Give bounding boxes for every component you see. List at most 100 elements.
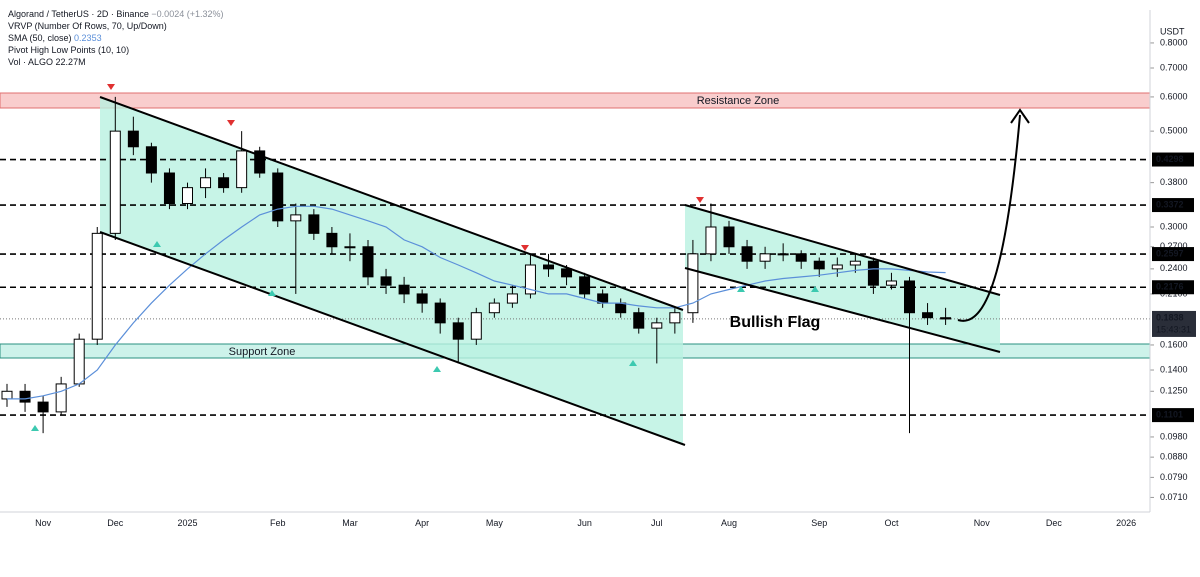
candle-body (579, 276, 591, 295)
level-label: 0.2176 (1156, 282, 1184, 292)
candle-body (19, 390, 31, 403)
candle-body (741, 246, 753, 262)
candle-body (163, 172, 175, 205)
breakout-arrow (957, 114, 1021, 322)
y-tick-label: 0.5000 (1160, 126, 1188, 136)
candle-body (849, 260, 861, 266)
countdown: 15:43:31 (1156, 324, 1191, 334)
pivot-low (433, 366, 441, 372)
arrow-head (1010, 108, 1030, 124)
pivot-markers (31, 241, 819, 431)
candle-body (308, 214, 320, 234)
candle-body (452, 322, 464, 340)
candle-body (669, 312, 681, 324)
last-price-label: 0.1838 (1156, 312, 1184, 322)
x-tick-label: Feb (270, 518, 286, 528)
y-tick-label: 0.2400 (1160, 263, 1188, 273)
level-label: 0.3372 (1156, 199, 1184, 209)
candle-body (561, 268, 573, 278)
pivots: Pivot High Low Points (10, 10) (8, 45, 129, 55)
plot (1, 96, 952, 434)
candle-body (813, 260, 825, 270)
sma-line (7, 205, 946, 400)
y-tick-label: 0.3000 (1160, 221, 1188, 231)
candle-body (272, 172, 284, 222)
x-tick-label: Dec (1046, 518, 1063, 528)
x-tick-label: Dec (107, 518, 124, 528)
levels (0, 158, 1150, 416)
candle-body (344, 246, 356, 249)
level-label-bg (1152, 408, 1194, 423)
sma-name: SMA (50, close) (8, 33, 72, 43)
y-tick-label: 0.1250 (1160, 386, 1188, 396)
symbol-name: Algorand / TetherUS · 2D · Binance (8, 9, 149, 19)
candle-body (470, 312, 482, 340)
x-tick-label: May (486, 518, 504, 528)
pivot-low (153, 241, 161, 247)
level-label: 0.4298 (1156, 154, 1184, 164)
x-tick-label: 2026 (1116, 518, 1136, 528)
candle-body (687, 253, 699, 314)
support-label: Support Zone (229, 346, 296, 358)
x-tick-label: Sep (811, 518, 827, 528)
channel-lower (99, 231, 686, 446)
y-tick-label: 0.2700 (1160, 241, 1188, 251)
x-tick-label: Mar (342, 518, 358, 528)
candle-body (236, 150, 248, 189)
candle-body (145, 146, 157, 174)
candle-body (904, 280, 915, 314)
y-tick-label: 0.0710 (1160, 492, 1188, 502)
flag-upper (684, 204, 1001, 296)
x-tick-label: Jul (651, 518, 663, 528)
pivot-low (629, 360, 637, 366)
y-tick-label: 0.7000 (1160, 62, 1188, 72)
candle-body (506, 293, 518, 304)
candle-body (488, 302, 500, 314)
candle-body (885, 280, 897, 286)
sma-value: 0.2353 (74, 33, 102, 43)
symbol: Algorand / TetherUS · 2D · Binance −0.00… (8, 9, 223, 19)
candle-body (651, 322, 663, 329)
y-tick-label: 0.0790 (1160, 472, 1188, 482)
y-tick-label: 0.8000 (1160, 37, 1188, 47)
candle-body (777, 253, 789, 256)
grid (1150, 42, 1154, 498)
level-label: 0.1101 (1156, 409, 1183, 419)
x-tick-label: 2025 (177, 518, 197, 528)
candle-body (91, 232, 103, 340)
candle-body (831, 264, 843, 270)
candle-body (723, 226, 735, 248)
candle-body (705, 226, 717, 255)
candle-body (182, 187, 193, 205)
y-tick-label: 0.0880 (1160, 452, 1188, 462)
candle-body (416, 293, 428, 304)
pivot-low (268, 290, 276, 296)
candle-body (633, 312, 645, 329)
pivot-low (811, 286, 819, 292)
x-tick-label: Nov (974, 518, 991, 528)
change: −0.0024 (+1.32%) (151, 9, 223, 19)
channel-upper (99, 96, 684, 311)
currency: USDT (1160, 26, 1185, 36)
volume: Vol · ALGO 22.27M (8, 57, 86, 67)
y-tick-label: 0.1600 (1160, 339, 1188, 349)
flag-channel (685, 205, 1000, 352)
x-tick-label: Nov (35, 518, 52, 528)
pivot-high (696, 197, 704, 203)
candle-body (1, 390, 13, 400)
x-tick-label: Jun (577, 518, 592, 528)
flag-label: Bullish Flag (730, 314, 821, 331)
last-price-bg (1152, 310, 1196, 337)
candle-body (127, 130, 139, 148)
candle-body (615, 302, 627, 314)
candle-body (109, 130, 121, 234)
level-label-bg (1152, 247, 1194, 262)
level-label-bg (1152, 152, 1194, 167)
resistance-label: Resistance Zone (697, 95, 780, 107)
candle-body (795, 253, 807, 262)
candle-body (326, 232, 338, 248)
x-tick-label: Apr (415, 518, 429, 528)
candle-body (922, 312, 934, 319)
